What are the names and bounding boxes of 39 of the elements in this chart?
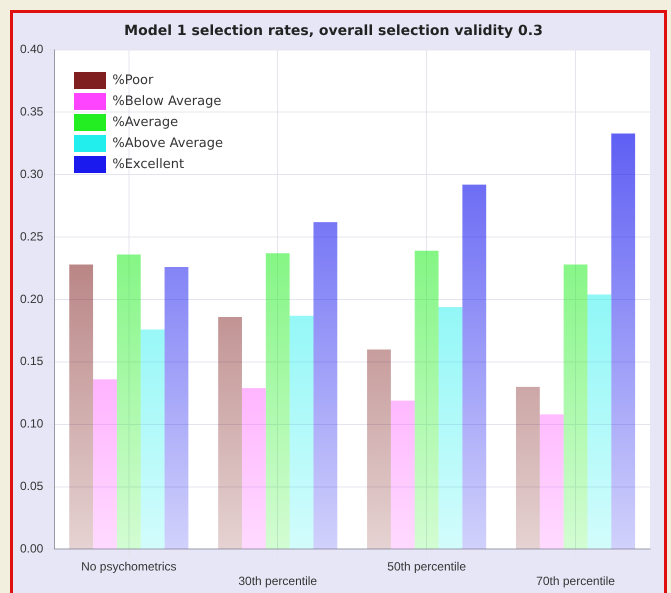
bar xyxy=(587,294,612,549)
bar xyxy=(367,349,391,549)
legend-label: %Average xyxy=(112,114,178,130)
legend-label: %Above Average xyxy=(112,136,224,151)
y-tick-label: 0.15 xyxy=(20,354,44,368)
bar xyxy=(164,267,188,549)
y-tick-label: 0.40 xyxy=(20,42,44,56)
bar xyxy=(390,400,415,549)
y-tick-label: 0.10 xyxy=(20,416,44,431)
bar xyxy=(140,329,165,549)
legend-label: %Below Average xyxy=(112,94,222,109)
bar xyxy=(69,264,94,549)
bar xyxy=(266,253,290,549)
legend-label: %Poor xyxy=(112,72,154,88)
chart-title: Model 1 selection rates, overall selection validity 0.3 xyxy=(124,23,543,40)
y-tick-label: 0.05 xyxy=(20,479,44,494)
x-tick-label: 30th percentile xyxy=(238,574,318,588)
bar xyxy=(116,254,141,549)
bar xyxy=(218,316,242,549)
y-tick-label: 0.20 xyxy=(20,292,44,306)
x-tick-label: 70th percentile xyxy=(536,574,616,588)
bar xyxy=(540,414,564,549)
bar xyxy=(242,388,266,549)
y-tick-label: 0.30 xyxy=(20,166,44,181)
bar xyxy=(414,250,439,549)
y-tick-label: 0.35 xyxy=(20,104,44,119)
bar xyxy=(462,184,486,549)
y-tick-label: 0.25 xyxy=(20,229,44,244)
x-tick-label: No psychometrics xyxy=(81,560,176,574)
bar xyxy=(611,133,636,549)
x-tick-label: 50th percentile xyxy=(387,560,466,574)
bar xyxy=(93,379,117,549)
bar xyxy=(564,264,588,549)
y-tick-label: 0.00 xyxy=(20,542,44,556)
bar xyxy=(438,306,462,549)
bar xyxy=(313,222,338,549)
bar xyxy=(290,316,314,549)
bar xyxy=(516,386,540,549)
legend-label: %Excellent xyxy=(112,156,184,172)
